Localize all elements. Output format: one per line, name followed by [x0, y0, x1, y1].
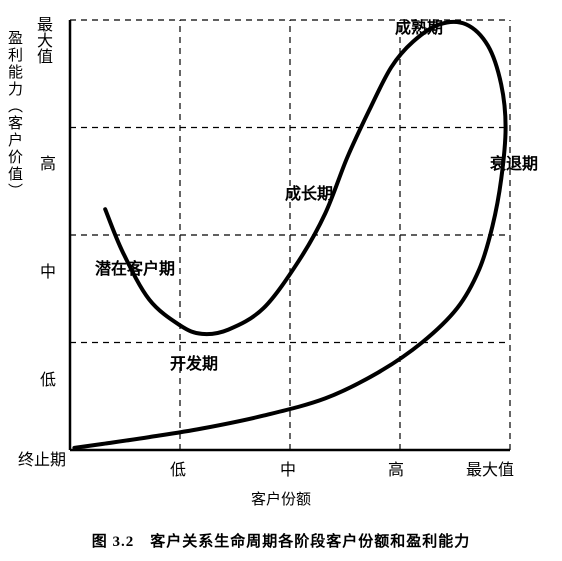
y-tick-high: 高 — [40, 150, 56, 174]
x-origin-label: 终止期 — [18, 446, 66, 470]
figure-3-2: 盈利能力（客户价值） 最大值 高 中 低 终止期 低 中 高 最大值 潜在客户期… — [0, 0, 562, 561]
stage-decline: 衰退期 — [490, 150, 538, 174]
x-tick-high: 高 — [388, 456, 404, 480]
x-tick-mid: 中 — [280, 456, 296, 480]
x-axis-title: 客户份额 — [0, 488, 562, 509]
stage-develop: 开发期 — [170, 350, 218, 374]
x-tick-max: 最大值 — [466, 456, 514, 480]
stage-potential: 潜在客户期 — [95, 255, 175, 279]
x-tick-low: 低 — [170, 456, 186, 480]
lifecycle-chart — [0, 0, 562, 470]
figure-caption: 图 3.2 客户关系生命周期各阶段客户份额和盈利能力 — [0, 530, 562, 551]
y-tick-max: 最大值 — [30, 16, 54, 64]
y-tick-mid: 中 — [40, 258, 56, 282]
y-tick-low: 低 — [40, 366, 56, 390]
y-axis-title: 盈利能力（客户价值） — [4, 30, 25, 200]
stage-mature: 成熟期 — [395, 14, 443, 38]
stage-growth: 成长期 — [285, 180, 333, 204]
